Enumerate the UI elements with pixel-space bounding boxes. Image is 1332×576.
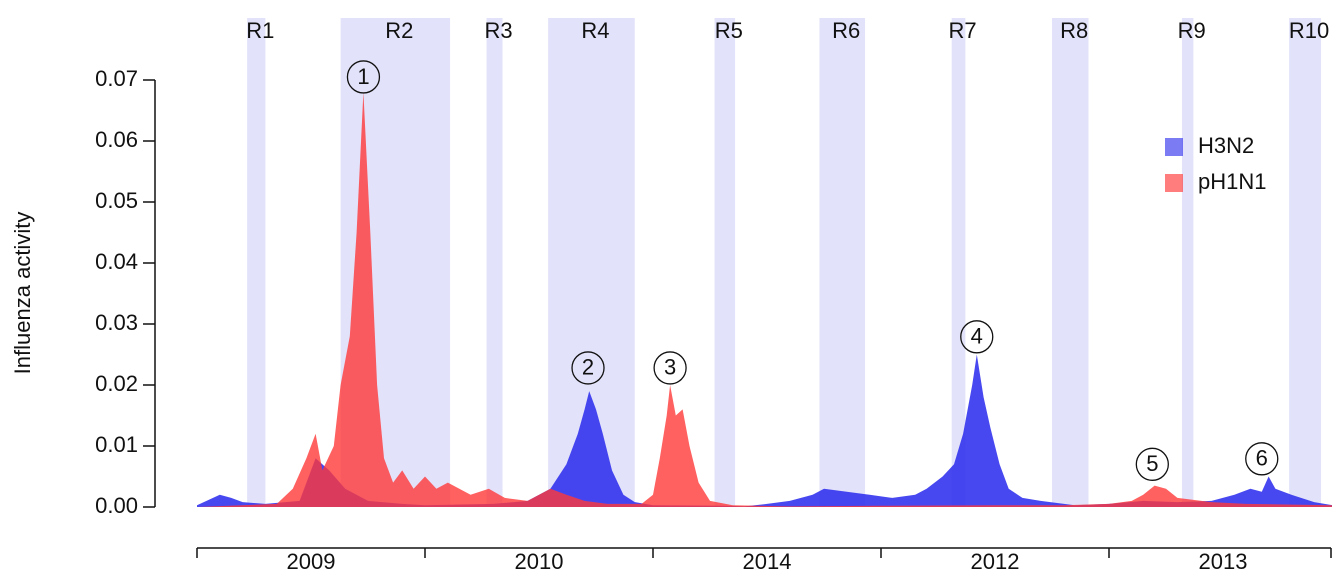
legend-label: H3N2 (1198, 133, 1254, 158)
region-label: R10 (1289, 18, 1329, 43)
annotation-label: 5 (1146, 451, 1158, 476)
legend-swatch (1165, 138, 1183, 156)
x-period-label: 2010 (515, 549, 564, 574)
annotation-circle (346, 60, 381, 94)
y-tick-label: 0.06 (95, 127, 138, 152)
series-area (197, 92, 1332, 507)
annotation-circle (1245, 442, 1279, 476)
annotation-label: 3 (664, 355, 676, 380)
region-band (486, 18, 503, 507)
y-tick-label: 0.02 (95, 371, 138, 396)
legend-label: pH1N1 (1198, 169, 1266, 194)
region-label: R2 (385, 18, 413, 43)
region-label: R4 (581, 18, 609, 43)
legend-swatch (1165, 174, 1183, 192)
annotation-label: 4 (971, 324, 983, 349)
annotation-circle (571, 351, 605, 385)
region-band (1052, 18, 1089, 507)
y-axis-label: Influenza activity (10, 212, 35, 375)
x-period-label: 2012 (971, 549, 1020, 574)
annotation-circle (960, 320, 994, 354)
x-period-label: 2014 (743, 549, 792, 574)
y-tick-label: 0.04 (95, 249, 138, 274)
annotation-label: 6 (1256, 446, 1268, 471)
y-tick-label: 0.01 (95, 432, 138, 457)
region-band (714, 18, 736, 507)
annotation-label: 2 (582, 355, 594, 380)
region-label: R3 (484, 18, 512, 43)
region-band (247, 18, 266, 507)
annotation-circle (1135, 447, 1169, 481)
region-label: R9 (1178, 18, 1206, 43)
y-tick-label: 0.05 (95, 188, 138, 213)
y-tick-label: 0.03 (95, 310, 138, 335)
region-band (951, 18, 966, 507)
annotation-label: 1 (357, 64, 369, 89)
y-tick-label: 0.00 (95, 493, 138, 518)
region-label: R5 (715, 18, 743, 43)
region-band (1181, 18, 1194, 507)
annotation-circle (653, 351, 687, 385)
y-tick-label: 0.07 (95, 66, 138, 91)
region-label: R1 (246, 18, 274, 43)
region-label: R8 (1060, 18, 1088, 43)
region-label: R6 (832, 18, 860, 43)
x-period-label: 2009 (287, 549, 336, 574)
region-band (819, 18, 866, 507)
region-band (1289, 18, 1322, 507)
x-period-label: 2013 (1199, 549, 1248, 574)
region-label: R7 (948, 18, 976, 43)
